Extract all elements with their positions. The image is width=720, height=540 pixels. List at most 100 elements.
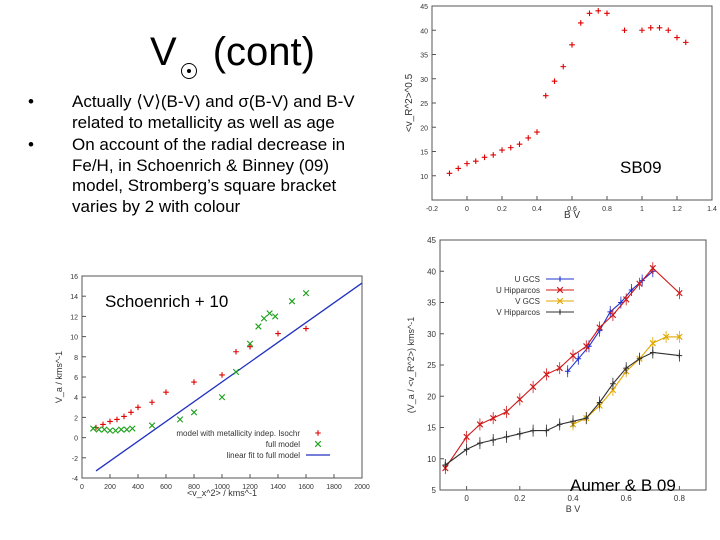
data-point xyxy=(570,418,576,425)
data-point xyxy=(610,380,616,387)
data-point xyxy=(517,430,523,437)
data-point xyxy=(288,298,296,305)
data-point xyxy=(149,399,155,406)
data-point xyxy=(302,289,310,297)
legend-label: full model xyxy=(266,440,300,449)
x-tick-label: 1000 xyxy=(214,484,230,491)
data-point xyxy=(551,78,558,84)
data-point xyxy=(272,313,279,320)
sun-symbol-icon xyxy=(180,63,197,79)
data-point xyxy=(516,141,523,148)
data-point xyxy=(472,158,479,164)
x-tick-label: 0 xyxy=(464,494,469,503)
data-point xyxy=(609,311,617,319)
data-point xyxy=(121,413,127,420)
x-tick-label: 0.4 xyxy=(532,206,542,213)
data-point xyxy=(560,63,567,70)
x-tick-label: 600 xyxy=(160,484,172,491)
y-tick-label: 12 xyxy=(70,314,78,321)
x-tick-label: 0.6 xyxy=(567,206,577,213)
fit-line xyxy=(95,282,363,472)
x-tick-label: 2000 xyxy=(354,484,370,491)
data-point xyxy=(128,409,134,416)
x-tick-label: 1200 xyxy=(242,484,258,491)
y-axis-label: (V_a / <v_R^2>) kms^-1 xyxy=(406,317,416,413)
y-tick-label: 25 xyxy=(420,101,428,108)
y-tick-label: 4 xyxy=(74,395,78,402)
data-point xyxy=(621,27,628,34)
bullet-dot: • xyxy=(28,135,34,154)
data-point xyxy=(503,434,510,440)
x-tick-label: 0.6 xyxy=(621,494,633,503)
data-point xyxy=(463,446,470,453)
data-point xyxy=(219,372,225,378)
data-point xyxy=(247,343,253,350)
data-point xyxy=(477,440,483,446)
data-point xyxy=(123,426,130,433)
x-tick-label: 0 xyxy=(465,206,469,213)
data-point xyxy=(662,333,670,341)
data-point xyxy=(650,349,656,356)
data-point xyxy=(481,154,488,161)
data-point xyxy=(114,416,120,423)
data-point xyxy=(586,10,593,17)
data-point xyxy=(464,160,470,167)
y-tick-label: 15 xyxy=(420,150,428,157)
bullet-item: • On account of the radial decrease in Fe… xyxy=(28,135,373,217)
x-tick-label: 400 xyxy=(132,484,144,491)
data-point xyxy=(595,8,602,14)
legend-swatch xyxy=(556,286,564,294)
y-tick-label: 35 xyxy=(427,299,436,308)
legend-swatch xyxy=(556,297,564,305)
plot-frame xyxy=(431,5,713,201)
data-point xyxy=(628,287,635,293)
y-axis-label: <v_R^2>^0.5 xyxy=(404,73,415,132)
data-point xyxy=(682,39,689,46)
data-point xyxy=(618,299,624,306)
data-point xyxy=(163,389,169,395)
data-point xyxy=(676,333,683,341)
data-point xyxy=(499,147,505,153)
x-tick-label: 0.8 xyxy=(602,206,612,213)
data-point xyxy=(516,396,523,403)
legend-label: V Hipparcos xyxy=(496,308,540,317)
y-tick-label: 15 xyxy=(427,424,436,433)
data-point xyxy=(529,383,537,391)
legend-label: model with metallicity indep. Isochr xyxy=(176,429,300,438)
data-point xyxy=(543,371,550,378)
y-tick-label: 16 xyxy=(70,274,78,281)
data-point xyxy=(623,296,630,303)
data-point xyxy=(676,289,683,297)
data-point xyxy=(525,135,532,141)
data-point xyxy=(95,426,102,433)
data-point xyxy=(233,348,239,355)
data-point xyxy=(636,355,643,362)
data-point xyxy=(542,92,549,99)
bullet-text: On account of the radial decrease in Fe/… xyxy=(72,135,346,216)
data-point xyxy=(455,165,462,172)
data-point xyxy=(232,368,240,376)
slide-title: V (cont) xyxy=(150,30,315,79)
data-point xyxy=(609,386,617,394)
y-tick-label: -2 xyxy=(72,456,78,463)
data-point xyxy=(649,264,656,272)
y-tick-label: 8 xyxy=(74,355,78,362)
data-point xyxy=(129,425,136,432)
data-point xyxy=(639,27,645,34)
y-tick-label: 30 xyxy=(427,330,436,339)
title-main: V xyxy=(150,30,177,74)
y-tick-label: 0 xyxy=(74,436,78,443)
data-point xyxy=(604,10,610,17)
y-axis-label: V_a / kms^-1 xyxy=(54,351,64,403)
data-point xyxy=(255,323,262,330)
x-tick-label: 0.8 xyxy=(674,494,686,503)
data-point xyxy=(665,27,672,34)
data-point xyxy=(596,399,603,406)
data-point xyxy=(636,280,643,287)
y-tick-label: 10 xyxy=(70,335,78,342)
x-tick-label: 1400 xyxy=(270,484,286,491)
data-point xyxy=(569,42,575,48)
aumer-plot: 0 0.2 0.4 0.6 0.8 5 10 15 20 25 30 35 40 45 B V (V_a / … xyxy=(406,236,707,514)
y-tick-label: 2 xyxy=(74,415,78,422)
x-axis-label: B V xyxy=(564,210,580,221)
